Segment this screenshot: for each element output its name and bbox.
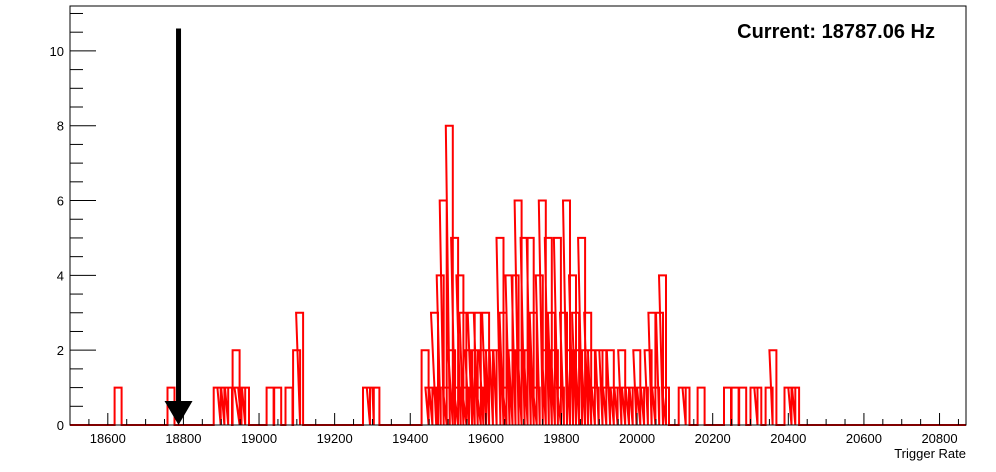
current-rate-label: Current: 18787.06 Hz (737, 21, 935, 43)
x-axis-title: Trigger Rate (894, 446, 966, 461)
arrow-head (164, 401, 193, 425)
x-tick-label: 19200 (317, 431, 353, 446)
histogram-outline (70, 124, 966, 426)
x-tick-label: 19400 (392, 431, 428, 446)
axes-layer (69, 5, 967, 426)
ticks-layer: 18600 18800 19000 19200 19400 19600 19800 20000… (50, 12, 959, 446)
y-tick-label: 2 (57, 343, 64, 358)
x-tick-label: 19800 (543, 431, 579, 446)
x-tick-label: 19000 (241, 431, 277, 446)
x-tick-label: 19600 (468, 431, 504, 446)
x-tick-label: 20200 (695, 431, 731, 446)
x-tick-label: 18800 (165, 431, 201, 446)
y-tick-label: 8 (57, 119, 64, 134)
current-rate-arrow (164, 28, 193, 425)
y-tick-label: 4 (57, 268, 64, 283)
x-tick-label: 20600 (846, 431, 882, 446)
histogram-layer (70, 124, 966, 426)
x-tick-label: 20400 (770, 431, 806, 446)
y-tick-label: 10 (50, 44, 64, 59)
y-tick-label: 0 (57, 418, 64, 433)
x-tick-label: 20000 (619, 431, 655, 446)
plot-frame (69, 5, 967, 426)
x-tick-label: 20800 (921, 431, 957, 446)
x-tick-label: 18600 (90, 431, 126, 446)
y-tick-label: 6 (57, 194, 64, 209)
